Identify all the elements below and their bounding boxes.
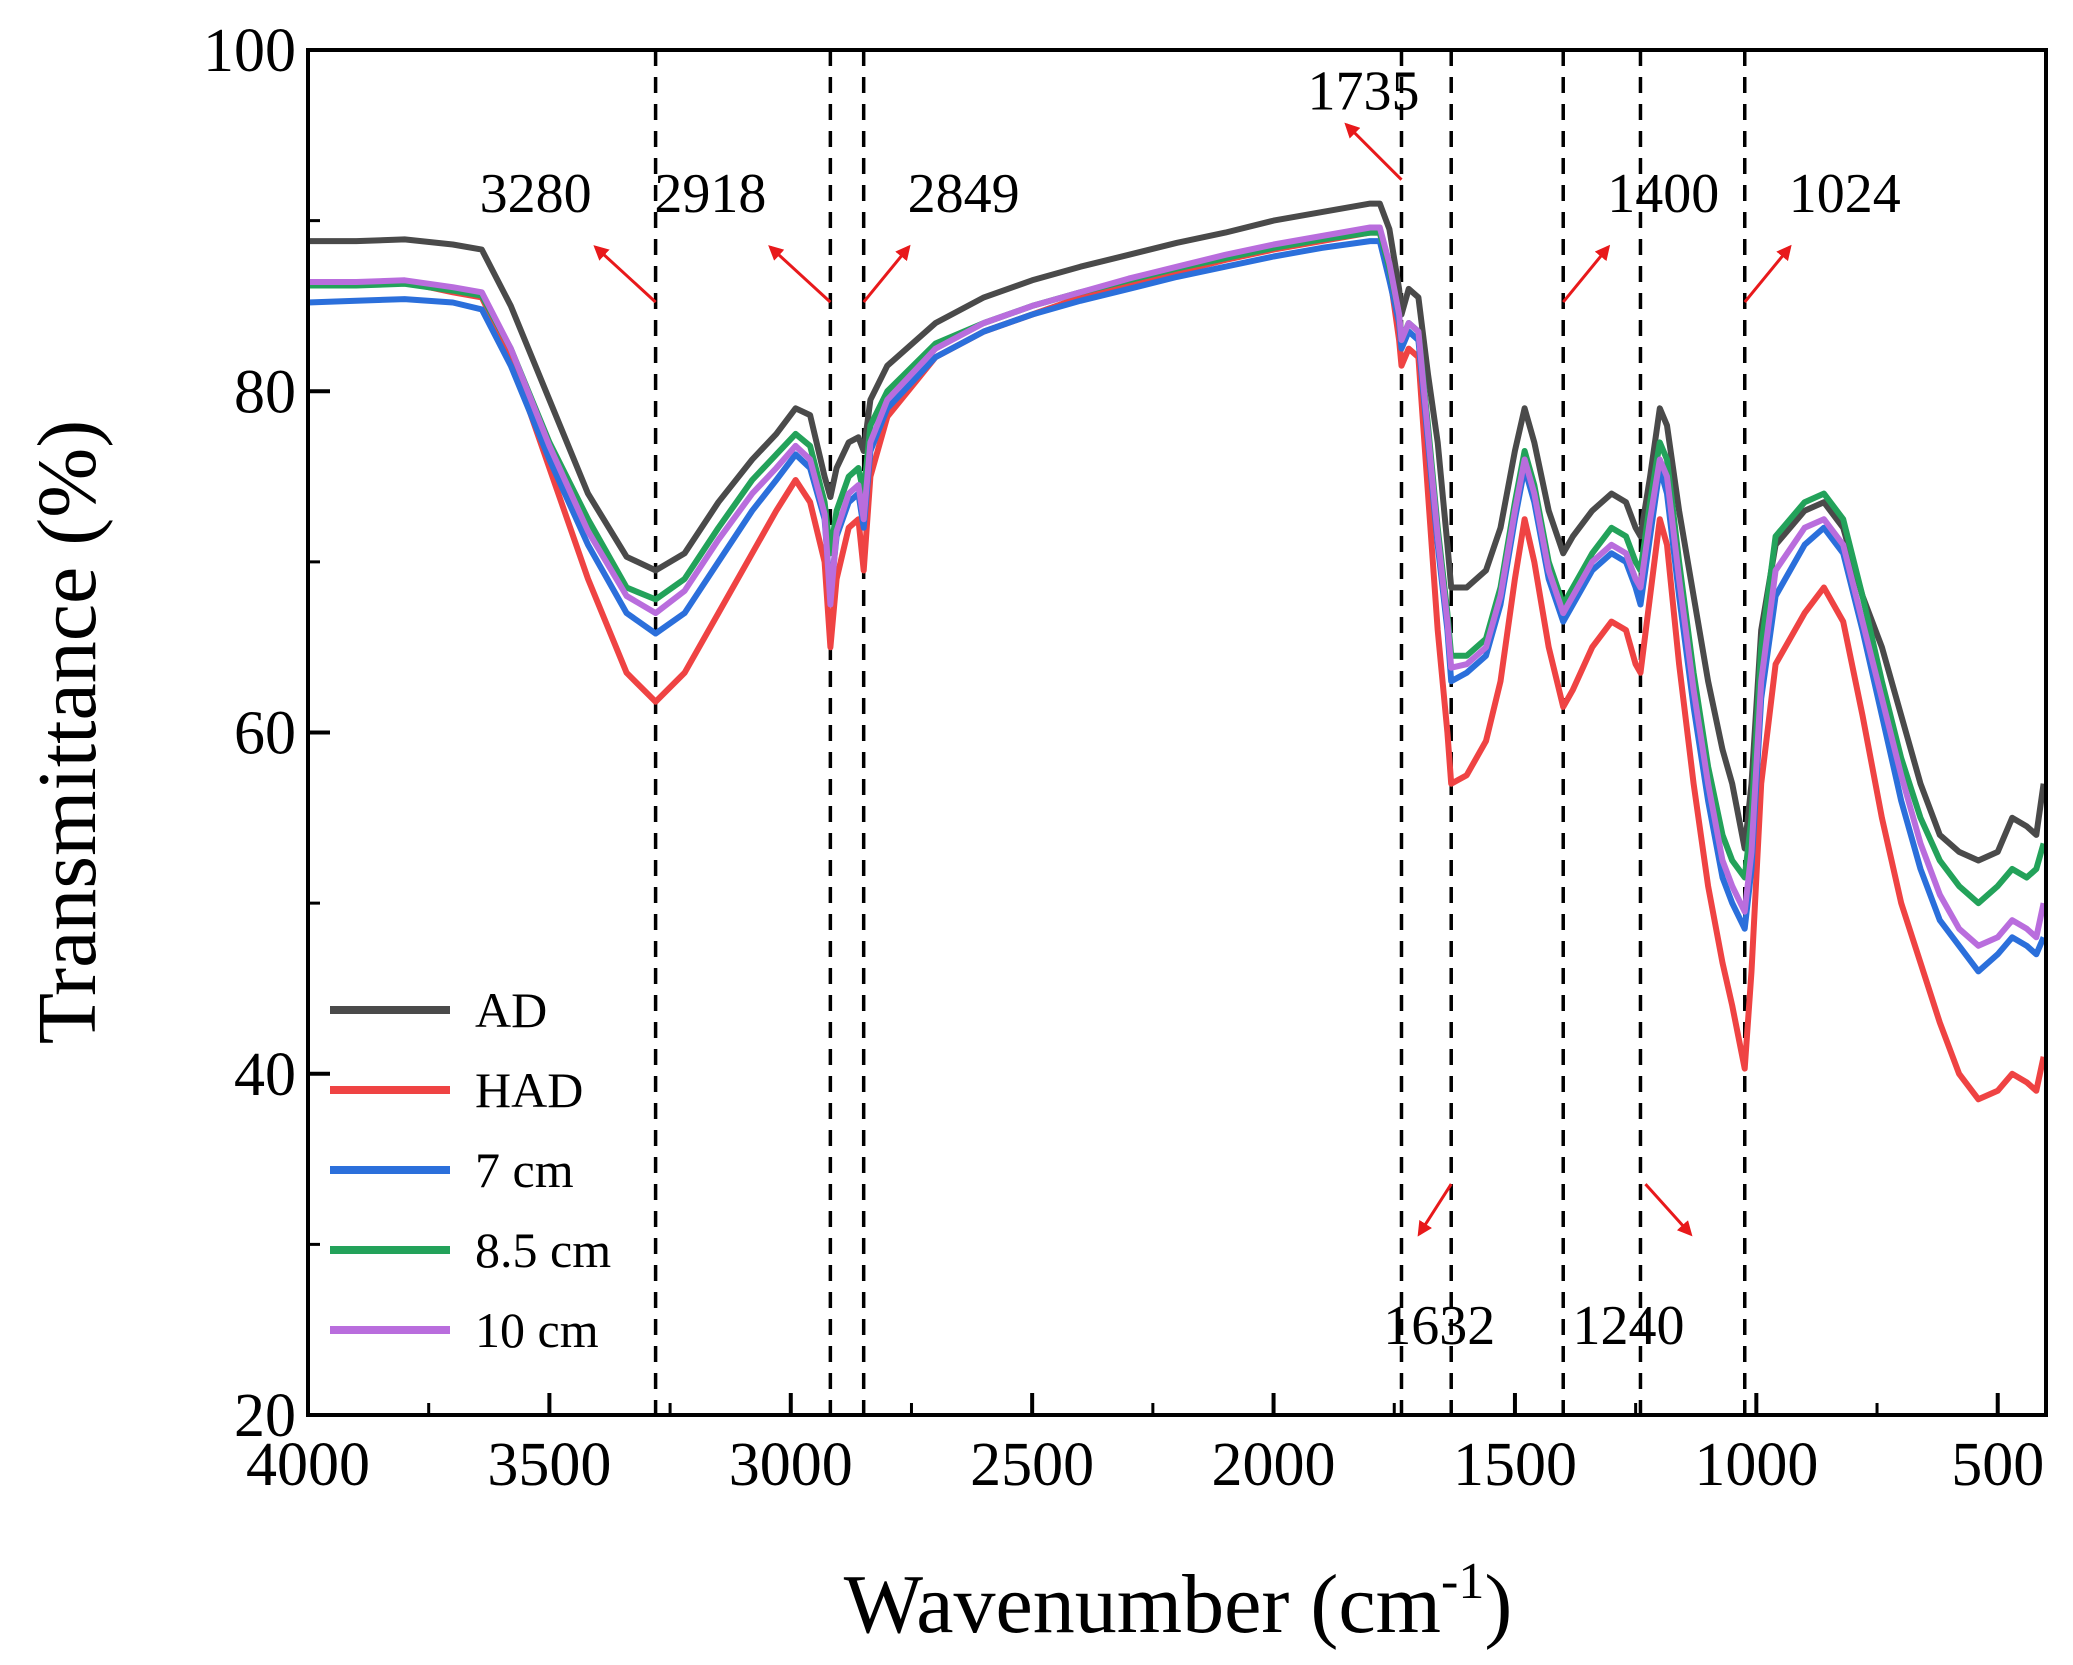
axis-ticks: 4000 3500 3000 2500 2000 1500 1000 500 20 40 60 80 1… bbox=[203, 17, 2044, 1499]
x-tick-label: 3000 bbox=[729, 1431, 853, 1499]
peak-arrow-1240 bbox=[1644, 1183, 1693, 1237]
legend-label-ad: AD bbox=[475, 982, 547, 1038]
peak-arrow-2849 bbox=[862, 244, 911, 304]
x-tick-label: 4000 bbox=[246, 1431, 370, 1499]
y-tick-label: 20 bbox=[234, 1382, 296, 1450]
peak-label-1024: 1024 bbox=[1789, 163, 1901, 225]
y-tick-label: 100 bbox=[203, 17, 296, 85]
peak-arrow-1400 bbox=[1562, 244, 1611, 304]
peak-annotations: 3280 2918 2849 1735 1400 1024 1632 1240 bbox=[480, 61, 1901, 1357]
peak-arrow-1024 bbox=[1743, 244, 1792, 304]
series-line-ad bbox=[308, 200, 2046, 864]
legend: AD HAD 7 cm 8.5 cm 10 cm bbox=[330, 982, 611, 1358]
reference-lines bbox=[653, 50, 1747, 1415]
x-tick-label: 500 bbox=[1951, 1431, 2044, 1499]
y-tick-label: 40 bbox=[234, 1041, 296, 1109]
x-axis-title-superscript: -1 bbox=[1441, 1553, 1484, 1610]
series-line-had bbox=[308, 229, 2046, 1103]
x-tick-label: 1500 bbox=[1453, 1431, 1577, 1499]
y-tick-label: 80 bbox=[234, 358, 296, 426]
peak-label-2849: 2849 bbox=[908, 163, 1020, 225]
peak-label-3280: 3280 bbox=[480, 163, 592, 225]
x-tick-label: 2000 bbox=[1212, 1431, 1336, 1499]
series-line-10-cm bbox=[308, 224, 2046, 949]
legend-label-8.5-cm: 8.5 cm bbox=[475, 1222, 611, 1278]
y-axis-title: Transmittance (%) bbox=[21, 420, 114, 1044]
x-axis-title-main: Wavenumber (cm bbox=[844, 1558, 1441, 1651]
x-tick-label: 1000 bbox=[1694, 1431, 1818, 1499]
legend-label-had: HAD bbox=[475, 1062, 583, 1118]
x-tick-label: 3500 bbox=[487, 1431, 611, 1499]
peak-arrow-1735 bbox=[1344, 122, 1403, 181]
peak-label-1400: 1400 bbox=[1607, 163, 1719, 225]
peak-label-2918: 2918 bbox=[654, 163, 766, 225]
y-tick-label: 60 bbox=[234, 700, 296, 768]
x-axis-title-suffix: ) bbox=[1484, 1558, 1512, 1651]
series-line-7-cm bbox=[308, 238, 2046, 975]
peak-arrow-1632 bbox=[1417, 1183, 1453, 1237]
series-layer bbox=[308, 200, 2046, 1103]
peak-label-1632: 1632 bbox=[1383, 1295, 1495, 1357]
peak-label-1240: 1240 bbox=[1572, 1295, 1684, 1357]
peak-arrow-2918 bbox=[768, 245, 832, 304]
series-line-8.5-cm bbox=[308, 229, 2046, 907]
legend-label-7-cm: 7 cm bbox=[475, 1142, 574, 1198]
x-tick-label: 2500 bbox=[970, 1431, 1094, 1499]
peak-label-1735: 1735 bbox=[1307, 61, 1419, 123]
peak-arrow-3280 bbox=[593, 245, 657, 304]
legend-label-10-cm: 10 cm bbox=[475, 1302, 599, 1358]
x-axis-title: Wavenumber (cm-1) bbox=[844, 1553, 1513, 1651]
